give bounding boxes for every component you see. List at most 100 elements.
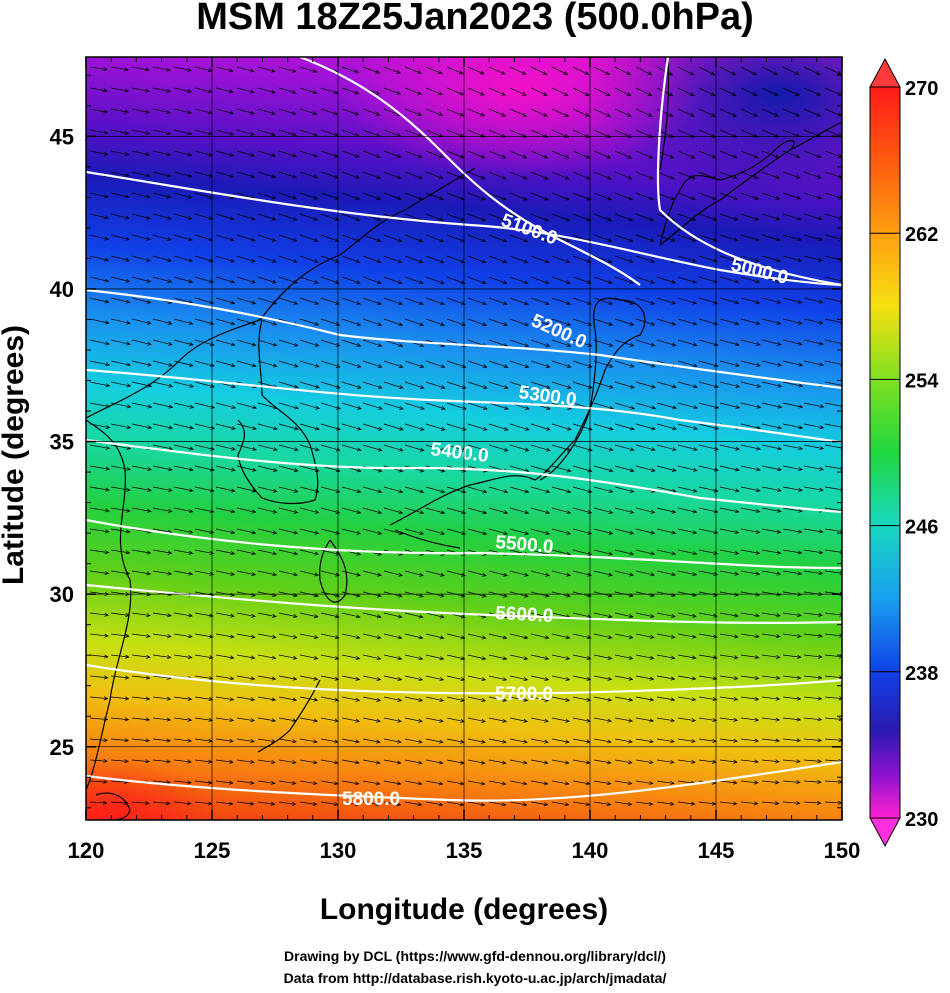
wind-vector-head [208,152,214,157]
wind-vector [719,696,738,700]
wind-vector [824,108,842,117]
wind-vector [278,402,299,409]
wind-vector [719,507,739,513]
wind-vector [194,318,214,325]
wind-vector [215,444,236,450]
wind-vector [698,507,718,513]
wind-vector [467,192,486,201]
wind-vector-head [755,321,761,326]
wind-vector-head [357,405,362,410]
wind-vector [635,192,654,200]
wind-vector [614,696,633,701]
wind-vector [425,255,444,263]
wind-vector [194,87,213,93]
wind-vector-head [733,676,739,681]
wind-vector-head [292,739,297,744]
wind-vector [782,759,801,762]
wind-vector [740,192,759,200]
wind-vector [173,402,194,408]
wind-vector [782,318,802,324]
wind-vector [635,801,653,805]
wind-vector-head [209,613,214,618]
wind-vector-head [187,655,193,660]
wind-vector-head [776,634,781,639]
wind-vector [509,318,529,326]
wind-vector [656,612,676,617]
wind-vector [530,801,548,806]
wind-vector [614,87,631,96]
wind-vector-head [165,801,171,806]
wind-vector [656,66,673,76]
wind-vector-head [166,738,172,743]
wind-vector-head [438,70,443,75]
wind-vector-head [481,697,487,702]
wind-vector [467,717,486,722]
contour-line-5500 [86,518,842,570]
wind-vector-head [167,279,173,283]
wind-vector-head [376,656,382,661]
wind-vector [803,654,822,658]
wind-vector-head [649,760,654,765]
wind-vector-head [627,133,633,138]
wind-vector-head [376,739,381,744]
wind-vector [320,297,340,305]
wind-vector-head [628,697,634,702]
wind-vector [656,108,674,117]
wind-vector-head [545,489,551,494]
wind-vector-head [587,510,593,514]
wind-vector-head [377,530,383,535]
wind-vector-head [523,259,529,264]
wind-vector [488,297,508,305]
wind-vector [194,192,213,199]
wind-vector [782,213,801,220]
wind-vector-head [418,614,424,619]
wind-vector [110,255,130,261]
wind-vector [635,276,655,284]
wind-vector-head [292,132,297,137]
wind-vector-head [796,175,801,179]
wind-vector-head [566,530,572,535]
wind-vector [614,570,634,576]
wind-vector-head [145,194,151,199]
wind-vector-head [608,342,614,347]
wind-vector-head [356,301,361,305]
wind-vector [698,213,717,221]
wind-vector-head [168,467,173,472]
wind-vector [572,717,591,722]
wind-vector [446,297,466,305]
wind-vector [740,444,761,450]
wind-vector [341,150,360,158]
wind-vector-head [734,300,740,305]
wind-vector-head [755,613,760,618]
wind-vector [551,654,570,660]
wind-vector [131,255,151,262]
wind-vector-head [145,109,151,114]
wind-vector-head [377,343,383,347]
wind-vector [782,444,803,450]
wind-vector [635,633,654,638]
wind-vector-head [838,696,842,701]
wind-vector-head [420,406,425,410]
wind-vector-head [440,468,446,473]
contour-label-5600: 5600.0 [495,603,554,627]
wind-vector-head [819,362,825,367]
wind-vector [656,297,676,305]
wind-vector [194,255,214,262]
wind-vector-head [755,258,760,263]
wind-vector [131,549,151,554]
wind-vector-head [293,551,299,556]
wind-vector [362,402,383,410]
colorbar-lower-arrow [869,817,901,848]
wind-vector [278,549,298,555]
wind-vector [320,738,339,743]
wind-vector-head [271,697,277,702]
wind-vector [320,150,339,158]
wind-vector [320,129,339,136]
wind-vector-head [734,592,740,597]
wind-vector-head [818,299,824,304]
wind-vector [278,780,296,784]
wind-vector-head [524,510,530,515]
wind-vector [404,297,424,305]
wind-vector-head [482,364,488,369]
wind-vector-head [607,196,612,201]
